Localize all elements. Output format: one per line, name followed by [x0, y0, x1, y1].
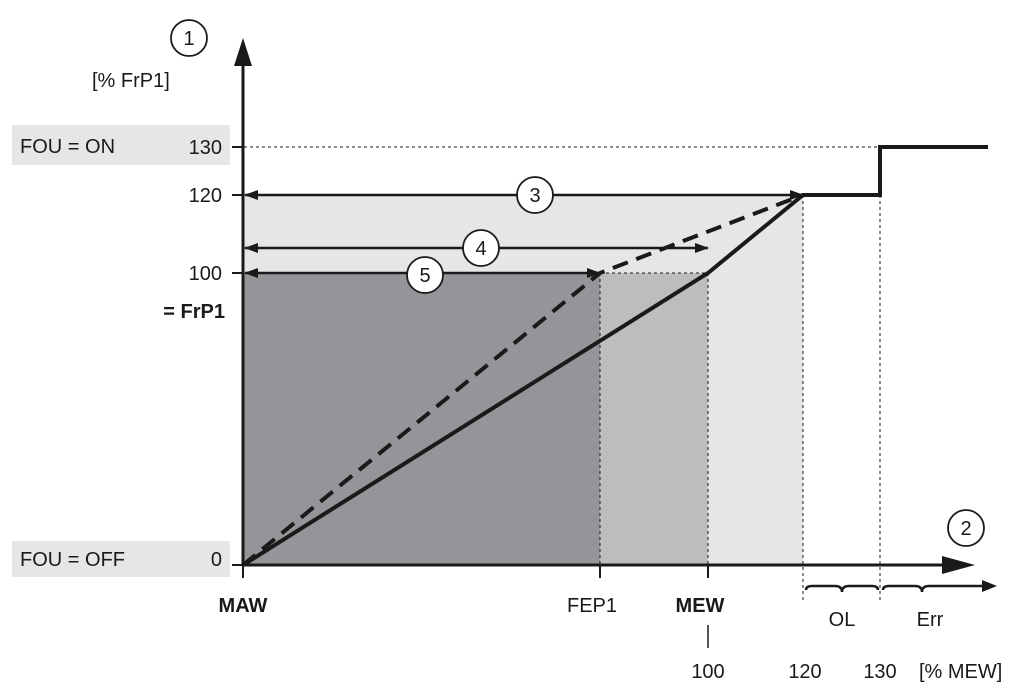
err-label: Err — [917, 609, 944, 631]
range-5-circle — [406, 256, 444, 294]
y-axis-marker-circle — [170, 19, 208, 57]
ol-brace — [804, 584, 880, 593]
err-arrow-head — [982, 580, 997, 592]
x-axis-marker-circle — [947, 509, 985, 547]
y-axis-marker: 1 — [183, 28, 194, 50]
range-4-label: 4 — [475, 238, 486, 260]
fou-off-band — [12, 541, 230, 577]
y-tick-label-0: 0 — [211, 549, 222, 571]
x-tick-label-130: 130 — [863, 661, 896, 683]
fou-off-label: FOU = OFF — [20, 549, 125, 571]
mew-label: MEW — [676, 595, 725, 617]
range-3-circle — [516, 176, 554, 214]
range-4-circle — [462, 229, 500, 267]
y-tick-label-100: 100 — [189, 263, 222, 285]
fou-on-band — [12, 125, 230, 165]
ol-label: OL — [829, 609, 856, 631]
y-tick-label-130: 130 — [189, 137, 222, 159]
y-axis-arrow — [234, 38, 252, 66]
x-axis-arrow — [942, 556, 975, 574]
x-tick-label-120: 120 — [788, 661, 821, 683]
fou-on-label: FOU = ON — [20, 136, 115, 158]
fep1-label: FEP1 — [567, 595, 617, 617]
range-3-label: 3 — [529, 185, 540, 207]
x-axis-unit: [% MEW] — [919, 661, 1002, 683]
x-tick-label-100: 100 — [691, 661, 724, 683]
y-tick-label-120: 120 — [189, 185, 222, 207]
y-tick-marks — [232, 146, 243, 566]
y-axis-unit: [% FrP1] — [92, 70, 170, 92]
solid-characteristic-line — [241, 145, 988, 567]
err-brace — [881, 584, 985, 593]
x-tick-marks — [242, 565, 709, 578]
x-axis-marker: 2 — [960, 518, 971, 540]
maw-label: MAW — [219, 595, 268, 617]
frp1-label: = FrP1 — [163, 301, 225, 323]
guide-lines — [232, 146, 881, 600]
dashed-characteristic-line — [241, 193, 804, 567]
range-5-label: 5 — [419, 265, 430, 287]
